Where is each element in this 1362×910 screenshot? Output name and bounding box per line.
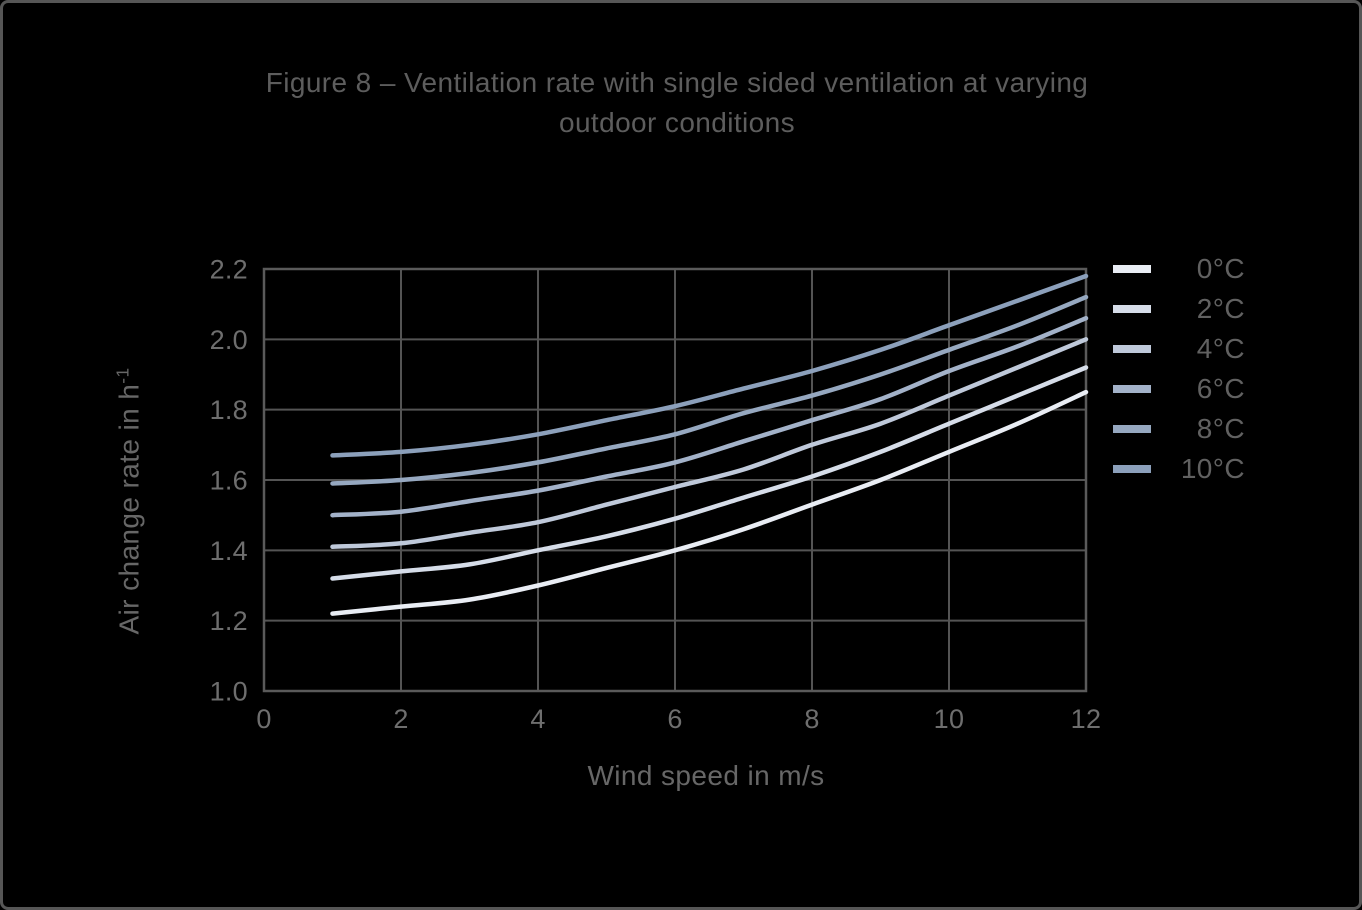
x-tick-label: 8 [804,704,819,734]
y-tick-label: 1.0 [210,677,248,707]
series-curve-6c [330,315,1089,518]
x-tick-label: 4 [530,704,545,734]
x-tick-label: 2 [393,704,408,734]
x-tick-label: 0 [256,704,271,734]
plot-border [262,267,1088,693]
legend-label: 4°C [1196,333,1245,364]
figure-title-line-1: Figure 8 – Ventilation rate with single … [265,67,1089,98]
legend-item: 4°C [1113,329,1245,369]
legend-swatch [1113,385,1151,393]
y-tick-label: 1.6 [210,466,248,496]
series-curve-2c [330,365,1089,581]
legend-label: 10°C [1180,453,1245,484]
legend-item: 10°C [1113,449,1245,489]
legend-swatch [1113,465,1151,473]
figure-title-line-2: outdoor conditions [558,107,796,138]
legend-label: 8°C [1196,413,1245,444]
legend-label: 6°C [1196,373,1245,404]
x-tick-label: 12 [1071,704,1102,734]
figure-title: Figure 8 – Ventilation rate with single … [3,63,1351,143]
y-tick-label: 1.2 [210,606,248,636]
x-tick-label: 6 [667,704,682,734]
legend-label: 2°C [1196,293,1245,324]
chart-legend: 0°C 2°C 4°C 6°C 8°C 10°C [1113,249,1245,489]
legend-item: 8°C [1113,409,1245,449]
y-tick-label: 1.4 [210,536,248,566]
series-curve-10c [330,273,1089,458]
legend-label: 0°C [1196,253,1245,284]
series-curve-8c [330,294,1089,486]
legend-swatch [1113,425,1151,433]
series-curve-4c [330,337,1089,550]
y-tick-label: 2.0 [210,325,248,355]
legend-swatch [1113,345,1151,353]
chart-plot-area: 0 2 4 6 8 10 12 1.0 1.2 1.4 1.6 1.8 2.0 2.2 [210,255,1102,735]
x-axis-title: Wind speed in m/s [587,760,825,791]
y-tick-label: 1.8 [210,395,248,425]
legend-swatch [1113,305,1151,313]
legend-item: 6°C [1113,369,1245,409]
legend-item: 0°C [1113,249,1245,289]
legend-swatch [1113,265,1151,273]
x-tick-label: 10 [934,704,965,734]
legend-item: 2°C [1113,289,1245,329]
series-curve-0c [330,389,1089,616]
y-tick-label: 2.2 [210,255,248,285]
